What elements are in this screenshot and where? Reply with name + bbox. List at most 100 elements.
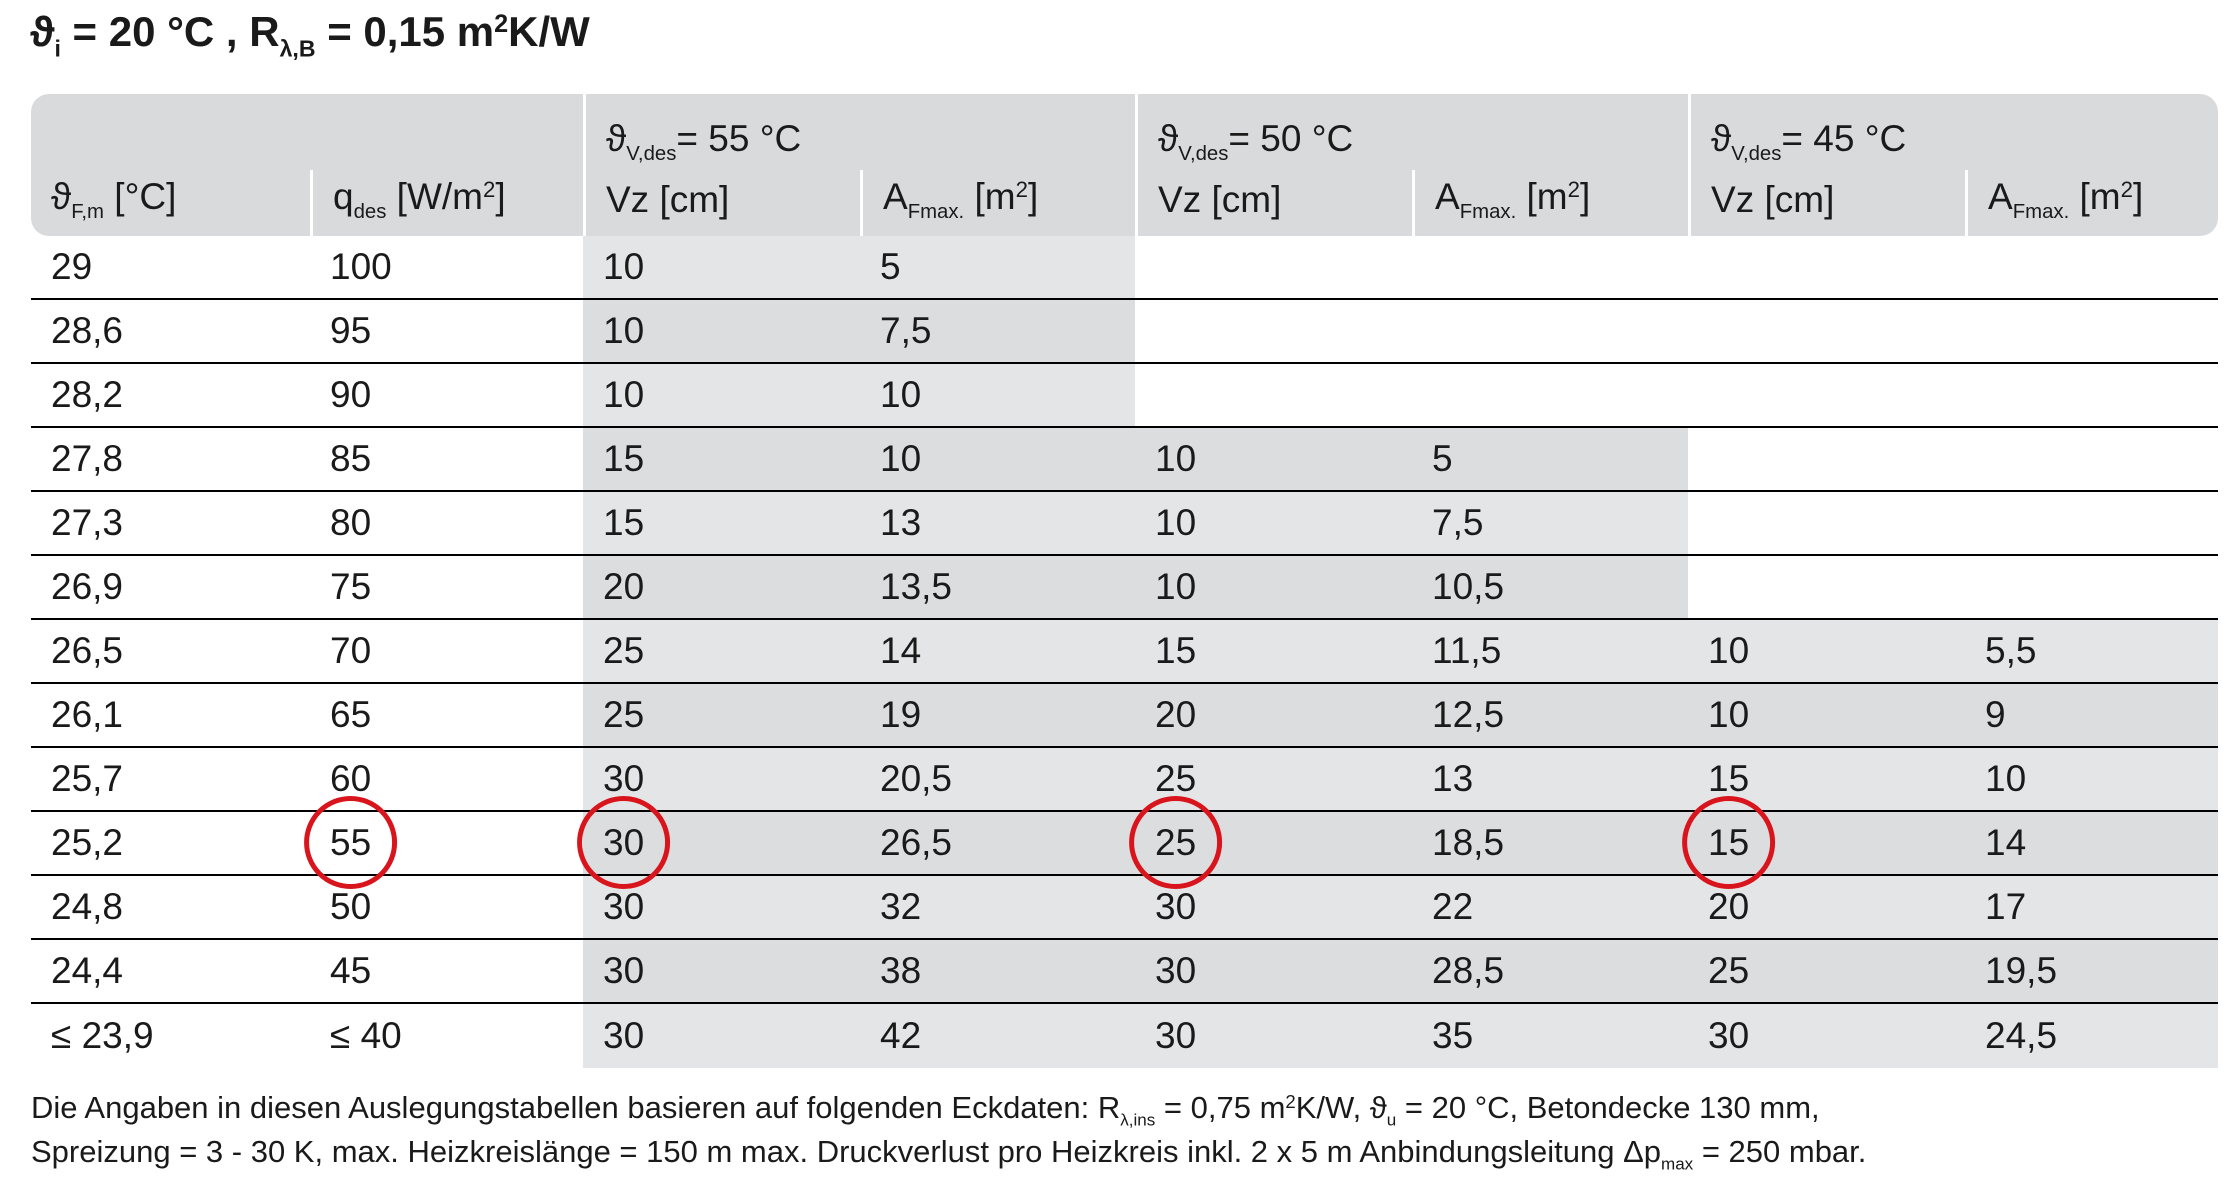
table-cell: 25 <box>583 684 860 748</box>
table-row: 26,5 70 25 14 15 11,5 10 5,5 <box>31 620 2219 684</box>
cell-text: ≤ 40 <box>330 1015 402 1056</box>
cell-text: 5,5 <box>1985 630 2037 671</box>
cell-text: 12,5 <box>1432 694 1505 735</box>
cell-text: 13 <box>880 502 922 543</box>
table-cell: 15 <box>1688 812 1966 876</box>
table-cell: 10,5 <box>1412 556 1689 620</box>
cell-text: 10 <box>1708 694 1750 735</box>
cell-text: 10 <box>603 246 645 287</box>
table-cell: 22 <box>1412 876 1689 940</box>
cell-text: 25 <box>1155 822 1197 863</box>
table-cell <box>1688 236 1966 300</box>
cell-text: 28,6 <box>51 310 124 351</box>
table-cell: 13 <box>1412 748 1689 812</box>
cell-text: 25,2 <box>51 822 124 863</box>
table-cell: 32 <box>860 876 1136 940</box>
table-row: 28,6 95 10 7,5 <box>31 300 2219 364</box>
table-cell: 10 <box>1135 556 1413 620</box>
table-cell: 45 <box>310 940 583 1004</box>
cell-text: 27,3 <box>51 502 124 543</box>
cell-text: 17 <box>1985 886 2027 927</box>
cell-text: 15 <box>1708 822 1750 863</box>
table-cell: 25 <box>1688 940 1966 1004</box>
table-cell: 28,2 <box>31 364 310 428</box>
cell-text: 60 <box>330 758 372 799</box>
table-cell: 10 <box>860 364 1136 428</box>
table-cell: 24,4 <box>31 940 310 1004</box>
table-cell: 29 <box>31 236 310 300</box>
cell-text: 42 <box>880 1015 922 1056</box>
cell-text: 55 <box>330 822 372 863</box>
table-cell: 5 <box>1412 428 1689 492</box>
cell-text: 22 <box>1432 886 1474 927</box>
cell-text: 26,9 <box>51 566 124 607</box>
cell-text: 7,5 <box>880 310 932 351</box>
table-cell: 26,9 <box>31 556 310 620</box>
table-cell: 10 <box>583 300 860 364</box>
footnote: Die Angaben in diesen Auslegungstabellen… <box>31 1090 1820 1130</box>
table-row: ≤ 23,9 ≤ 40 30 42 30 35 30 24,5 <box>31 1004 2219 1068</box>
table-cell <box>1412 364 1689 428</box>
table-cell: 10 <box>1135 428 1413 492</box>
table-cell: 25 <box>583 620 860 684</box>
column-label: Vz [cm] <box>1688 170 1966 236</box>
cell-text: ≤ 23,9 <box>51 1015 154 1056</box>
cell-text: 30 <box>1155 950 1197 991</box>
table-cell: 11,5 <box>1412 620 1689 684</box>
cell-text: 30 <box>603 1015 645 1056</box>
cell-text: 30 <box>1155 1015 1197 1056</box>
table-cell: 90 <box>310 364 583 428</box>
design-table: ϑV,des= 55 °C ϑV,des= 50 °C ϑV,des= 45 °… <box>31 94 2219 1068</box>
table-cell: 10 <box>583 364 860 428</box>
cell-text: 10,5 <box>1432 566 1505 607</box>
highlight-circle <box>1682 796 1776 889</box>
table-cell: 30 <box>583 812 860 876</box>
table-row: 29 100 10 5 <box>31 236 2219 300</box>
cell-text: 10 <box>1708 630 1750 671</box>
table-cell: 5 <box>860 236 1136 300</box>
table-cell: ≤ 23,9 <box>31 1004 310 1068</box>
table-cell: 25 <box>1135 812 1413 876</box>
table-cell <box>1965 300 2219 364</box>
cell-text: 9 <box>1985 694 2006 735</box>
table-cell: 26,5 <box>31 620 310 684</box>
cell-text: 29 <box>51 246 93 287</box>
cell-text: 80 <box>330 502 372 543</box>
title: ϑi = 20 °C , Rλ,B = 0,15 m2K/W <box>30 8 590 62</box>
table-cell: 30 <box>583 940 860 1004</box>
table-cell <box>1135 236 1413 300</box>
table-cell: 28,6 <box>31 300 310 364</box>
table-cell: 50 <box>310 876 583 940</box>
table-cell: 20,5 <box>860 748 1136 812</box>
cell-text: 14 <box>880 630 922 671</box>
cell-text: 13,5 <box>880 566 953 607</box>
table-row: 24,4 45 30 38 30 28,5 25 19,5 <box>31 940 2219 1004</box>
cell-text: 15 <box>603 502 645 543</box>
cell-text: 28,5 <box>1432 950 1505 991</box>
footnote: Spreizung = 3 - 30 K, max. Heizkreisläng… <box>31 1134 1867 1174</box>
cell-text: 10 <box>603 374 645 415</box>
table-row: 28,2 90 10 10 <box>31 364 2219 428</box>
table-cell: 18,5 <box>1412 812 1689 876</box>
cell-text: 65 <box>330 694 372 735</box>
cell-text: 25,7 <box>51 758 124 799</box>
cell-text: 11,5 <box>1432 630 1502 671</box>
table-cell: 12,5 <box>1412 684 1689 748</box>
table-cell: 15 <box>583 492 860 556</box>
cell-text: 30 <box>603 758 645 799</box>
table-cell: 7,5 <box>1412 492 1689 556</box>
table-cell: 25,7 <box>31 748 310 812</box>
table-cell: 7,5 <box>860 300 1136 364</box>
table-cell: 24,5 <box>1965 1004 2219 1068</box>
cell-text: 25 <box>603 694 645 735</box>
table-cell: 10 <box>860 428 1136 492</box>
cell-text: 35 <box>1432 1015 1474 1056</box>
column-label: AFmax. [m2] <box>1965 170 2219 236</box>
group-label: ϑV,des= 50 °C <box>1135 94 1689 170</box>
table-cell <box>1965 428 2219 492</box>
cell-text: 90 <box>330 374 372 415</box>
table-cell: 5,5 <box>1965 620 2219 684</box>
group-label: ϑV,des= 55 °C <box>583 94 1136 170</box>
